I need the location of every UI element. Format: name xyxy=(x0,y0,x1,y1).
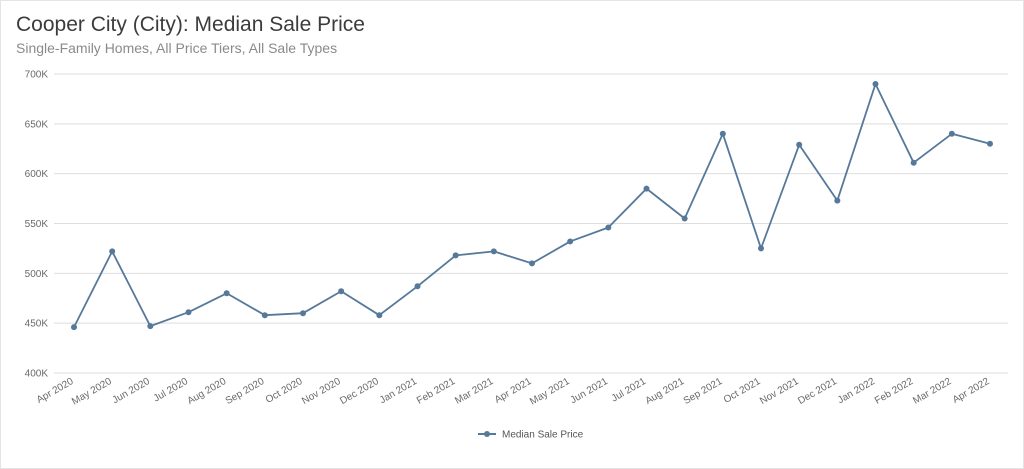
x-tick-label: Jul 2021 xyxy=(610,376,649,405)
data-point[interactable] xyxy=(719,130,726,137)
data-point[interactable] xyxy=(643,185,650,192)
data-point[interactable] xyxy=(529,260,535,267)
x-tick-label: Aug 2020 xyxy=(186,376,229,407)
x-tick-label: Jan 2021 xyxy=(378,376,420,406)
x-tick-label: Feb 2022 xyxy=(873,376,915,407)
data-point[interactable] xyxy=(185,309,192,316)
data-point[interactable] xyxy=(452,252,459,259)
x-tick-label: Mar 2021 xyxy=(453,376,495,407)
x-tick-label: May 2021 xyxy=(528,376,572,408)
x-tick-label: Dec 2020 xyxy=(338,376,381,407)
series-line[interactable] xyxy=(73,83,991,328)
y-axis: 400K 450K 500K 550K 600K 650K 700K xyxy=(25,70,49,380)
x-tick-label: Sep 2021 xyxy=(682,376,725,407)
x-tick-label: Feb 2021 xyxy=(415,376,457,407)
series-layer xyxy=(71,80,993,331)
data-point[interactable] xyxy=(681,215,688,222)
x-tick-label: Jul 2020 xyxy=(152,376,191,405)
chart-subtitle: Single-Family Homes, All Price Tiers, Al… xyxy=(16,40,338,56)
data-point[interactable] xyxy=(261,312,268,319)
legend-marker xyxy=(484,431,490,437)
data-point[interactable] xyxy=(490,248,497,255)
data-point[interactable] xyxy=(605,224,612,231)
data-point[interactable] xyxy=(147,323,154,330)
data-point[interactable] xyxy=(223,290,230,297)
data-point[interactable] xyxy=(796,141,803,148)
data-point[interactable] xyxy=(109,248,116,255)
data-point[interactable] xyxy=(834,197,841,204)
x-tick-label: Sep 2020 xyxy=(224,376,267,407)
x-tick-label: Jan 2022 xyxy=(836,376,878,406)
chart-title: Cooper City (City): Median Sale Price xyxy=(16,13,365,36)
y-tick-label: 600K xyxy=(25,169,49,180)
data-point[interactable] xyxy=(414,283,421,290)
y-tick-label: 550K xyxy=(25,219,49,230)
data-point[interactable] xyxy=(71,324,77,331)
data-point[interactable] xyxy=(567,238,574,245)
x-tick-label: Aug 2021 xyxy=(644,376,687,407)
x-tick-label: Nov 2020 xyxy=(300,376,343,407)
x-tick-label: Jun 2020 xyxy=(111,376,153,406)
data-point[interactable] xyxy=(338,288,345,295)
legend[interactable]: Median Sale Price xyxy=(478,430,584,441)
x-tick-label: Apr 2022 xyxy=(951,376,992,406)
gridlines xyxy=(54,73,1008,374)
x-tick-label: Apr 2021 xyxy=(493,376,534,406)
data-point[interactable] xyxy=(910,159,917,166)
x-tick-label: Apr 2020 xyxy=(35,376,76,406)
legend-label: Median Sale Price xyxy=(502,430,584,441)
x-tick-label: Dec 2021 xyxy=(796,376,839,407)
x-tick-label: Mar 2022 xyxy=(911,376,953,407)
x-tick-label: May 2020 xyxy=(70,376,114,408)
y-tick-label: 400K xyxy=(25,369,49,380)
y-tick-label: 650K xyxy=(25,119,49,130)
data-point[interactable] xyxy=(376,312,383,319)
data-point[interactable] xyxy=(872,80,879,87)
y-tick-label: 500K xyxy=(25,269,49,280)
y-tick-label: 700K xyxy=(25,70,49,81)
data-point[interactable] xyxy=(300,310,306,317)
data-point[interactable] xyxy=(948,130,955,137)
x-tick-label: Oct 2021 xyxy=(722,376,763,406)
data-point[interactable] xyxy=(987,140,993,147)
x-tick-label: Nov 2021 xyxy=(758,376,801,407)
data-point[interactable] xyxy=(758,245,764,252)
x-tick-label: Oct 2020 xyxy=(264,376,305,406)
y-tick-label: 450K xyxy=(25,319,49,330)
x-tick-label: Jun 2021 xyxy=(569,376,611,406)
